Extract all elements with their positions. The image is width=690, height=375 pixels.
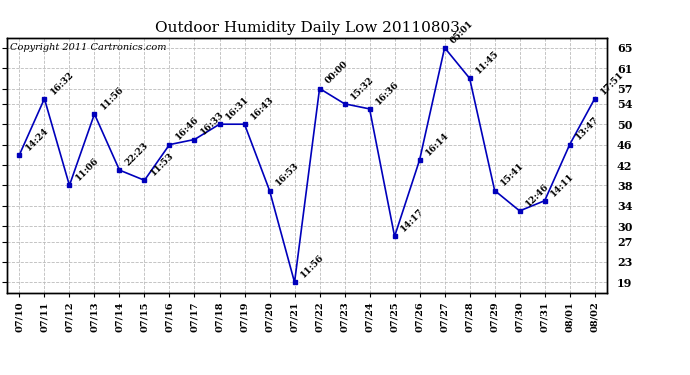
Text: 11:06: 11:06 [74, 156, 100, 183]
Text: 11:45: 11:45 [474, 49, 500, 75]
Text: 00:00: 00:00 [324, 60, 350, 86]
Text: 14:17: 14:17 [399, 207, 426, 234]
Text: 13:47: 13:47 [574, 115, 600, 142]
Text: 16:31: 16:31 [224, 94, 250, 122]
Text: Copyright 2011 Cartronics.com: Copyright 2011 Cartronics.com [10, 43, 166, 52]
Text: 16:33: 16:33 [199, 110, 226, 137]
Text: 11:53: 11:53 [148, 151, 175, 177]
Text: 11:56: 11:56 [299, 253, 326, 279]
Text: 16:14: 16:14 [424, 130, 451, 157]
Text: 16:36: 16:36 [374, 79, 401, 106]
Text: 16:53: 16:53 [274, 161, 300, 188]
Text: 16:43: 16:43 [248, 94, 275, 122]
Text: 15:41: 15:41 [499, 161, 526, 188]
Text: 17:51: 17:51 [599, 69, 626, 96]
Text: 12:46: 12:46 [524, 182, 551, 208]
Text: 14:11: 14:11 [549, 171, 575, 198]
Text: 22:23: 22:23 [124, 141, 150, 167]
Text: 11:56: 11:56 [99, 84, 126, 111]
Text: 05:01: 05:01 [448, 18, 475, 45]
Text: 16:32: 16:32 [48, 69, 75, 96]
Text: 14:24: 14:24 [23, 125, 50, 152]
Text: 16:46: 16:46 [174, 115, 200, 142]
Text: 15:32: 15:32 [348, 74, 375, 101]
Title: Outdoor Humidity Daily Low 20110803: Outdoor Humidity Daily Low 20110803 [155, 21, 460, 35]
